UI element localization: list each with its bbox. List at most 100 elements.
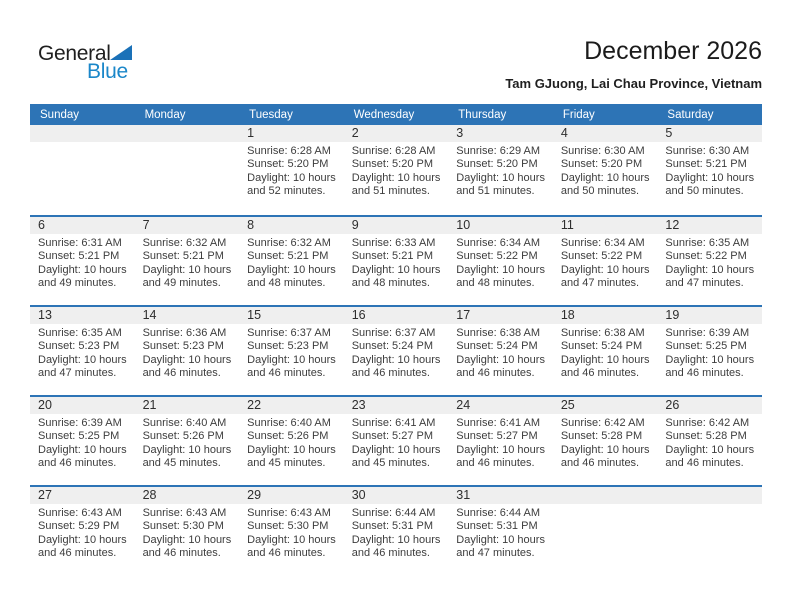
daylight-hours-text: Daylight: 10 hours [665,353,755,366]
daylight-hours-text: Daylight: 10 hours [142,353,232,366]
daylight-hours-text: Daylight: 10 hours [351,353,441,366]
day-number: 11 [560,218,574,232]
week-row: 6 7 8 9 10 11 12 Sunrise: 6:31 AM Sunset: 5:21 P… [30,215,762,305]
daylight-hours-text: Daylight: 10 hours [456,533,545,546]
weekday-header-cell: Wednesday [353,108,415,121]
sunset-text: Sunset: 5:21 PM [665,158,747,171]
daylight-minutes-text: and 46 minutes. [560,367,640,380]
day-cell: Sunrise: 6:41 AM Sunset: 5:27 PM Daylight:… [344,414,449,471]
logo-triangle-icon [110,45,132,60]
day-number [30,125,135,142]
daylight-minutes-text: and 46 minutes. [38,547,117,560]
logo-text-general: General [38,42,111,65]
day-number: 16 [351,308,366,322]
sunrise-text: Sunrise: 6:40 AM [247,417,331,429]
day-cell: Sunrise: 6:38 AM Sunset: 5:24 PM Daylight:… [553,324,658,381]
day-cell: Sunrise: 6:37 AM Sunset: 5:23 PM Daylight:… [239,324,344,381]
day-number: 15 [247,308,262,322]
sunrise-text: Sunrise: 6:43 AM [38,507,122,519]
sunrise-text: Sunrise: 6:44 AM [456,507,541,519]
daylight-minutes-text: and 46 minutes. [351,367,430,380]
day-number: 18 [560,308,575,322]
sunset-text: Sunset: 5:27 PM [351,430,434,443]
location-subtitle: Tam GJuong, Lai Chau Province, Vietnam [505,76,762,91]
day-number: 10 [456,218,471,232]
day-cell: Sunrise: 6:35 AM Sunset: 5:22 PM Daylight:… [657,234,762,291]
sunrise-text: Sunrise: 6:42 AM [560,417,645,429]
sunrise-text: Sunrise: 6:34 AM [456,237,541,249]
daylight-minutes-text: and 48 minutes. [456,277,535,290]
daylight-minutes-text: and 48 minutes. [247,277,326,290]
sunrise-text: Sunrise: 6:41 AM [456,417,541,429]
calendar-body: 1 2 3 4 5 Sunrise: 6:28 AM Sunset: 5:20 PM Dayl… [30,125,762,575]
sunset-text: Sunset: 5:22 PM [456,250,538,263]
sunset-text: Sunset: 5:28 PM [665,430,747,443]
day-cell: Sunrise: 6:43 AM Sunset: 5:30 PM Daylight:… [135,504,240,561]
day-cell: Sunrise: 6:43 AM Sunset: 5:30 PM Daylight:… [239,504,344,561]
sunset-text: Sunset: 5:21 PM [247,250,329,263]
daylight-hours-text: Daylight: 10 hours [142,533,232,546]
day-number: 4 [560,126,568,140]
sunrise-text: Sunrise: 6:35 AM [665,237,750,249]
day-cell: Sunrise: 6:42 AM Sunset: 5:28 PM Daylight:… [657,414,762,471]
daylight-minutes-text: and 45 minutes. [247,457,326,470]
day-number: 5 [665,126,673,140]
daylight-minutes-text: and 47 minutes. [665,277,744,290]
day-cell: Sunrise: 6:31 AM Sunset: 5:21 PM Daylight:… [30,234,135,291]
sunrise-text: Sunrise: 6:43 AM [142,507,227,519]
day-number [135,125,240,142]
weekday-header-cell: Thursday [458,108,507,121]
day-number: 24 [456,398,471,412]
sunset-text: Sunset: 5:25 PM [665,340,747,353]
title-block: December 2026 Tam GJuong, Lai Chau Provi… [505,38,762,92]
day-cell: Sunrise: 6:33 AM Sunset: 5:21 PM Daylight:… [344,234,449,291]
sunrise-text: Sunrise: 6:33 AM [351,237,436,249]
day-cell [553,504,658,561]
sunset-text: Sunset: 5:27 PM [456,430,538,443]
sunrise-text: Sunrise: 6:34 AM [560,237,645,249]
day-cell: Sunrise: 6:39 AM Sunset: 5:25 PM Daylight:… [657,324,762,381]
day-number: 22 [247,398,262,412]
daylight-hours-text: Daylight: 10 hours [247,533,336,546]
sunset-text: Sunset: 5:23 PM [247,340,329,353]
day-number: 31 [456,488,471,502]
daylight-hours-text: Daylight: 10 hours [665,263,755,276]
day-number: 29 [247,488,262,502]
week-row: 20 21 22 23 24 25 26 Sunrise: 6:39 AM Sunset: 5:… [30,395,762,485]
day-cell: Sunrise: 6:29 AM Sunset: 5:20 PM Daylight:… [448,142,553,199]
daylight-minutes-text: and 46 minutes. [142,547,221,560]
daylight-hours-text: Daylight: 10 hours [247,263,336,276]
daylight-minutes-text: and 52 minutes. [247,185,326,198]
sunset-text: Sunset: 5:24 PM [456,340,538,353]
week-row: 13 14 15 16 17 18 19 Sunrise: 6:35 AM Sunset: 5:… [30,305,762,395]
daylight-minutes-text: and 49 minutes. [142,277,221,290]
day-cell: Sunrise: 6:28 AM Sunset: 5:20 PM Daylight:… [344,142,449,199]
sunset-text: Sunset: 5:23 PM [142,340,224,353]
sunset-text: Sunset: 5:29 PM [38,520,120,533]
day-number: 12 [665,218,680,232]
daylight-minutes-text: and 45 minutes. [351,457,430,470]
daylight-minutes-text: and 46 minutes. [665,367,744,380]
day-number-band: 6 7 8 9 10 11 12 [30,217,762,234]
daylight-minutes-text: and 50 minutes. [560,185,640,198]
daylight-hours-text: Daylight: 10 hours [351,263,441,276]
sunset-text: Sunset: 5:28 PM [560,430,643,443]
daylight-minutes-text: and 46 minutes. [38,457,117,470]
sunrise-text: Sunrise: 6:39 AM [38,417,122,429]
day-cell: Sunrise: 6:41 AM Sunset: 5:27 PM Daylight:… [448,414,553,471]
sunset-text: Sunset: 5:26 PM [247,430,329,443]
daylight-hours-text: Daylight: 10 hours [456,443,545,456]
weekday-header-cell: Monday [144,108,186,121]
sunset-text: Sunset: 5:20 PM [456,158,538,171]
day-cell: Sunrise: 6:43 AM Sunset: 5:29 PM Daylight:… [30,504,135,561]
sunrise-text: Sunrise: 6:43 AM [247,507,331,519]
sunrise-text: Sunrise: 6:39 AM [665,327,750,339]
day-number: 25 [560,398,575,412]
day-cell: Sunrise: 6:35 AM Sunset: 5:23 PM Daylight:… [30,324,135,381]
sunset-text: Sunset: 5:22 PM [560,250,643,263]
sunrise-text: Sunrise: 6:42 AM [665,417,750,429]
day-cell: Sunrise: 6:28 AM Sunset: 5:20 PM Daylight:… [239,142,344,199]
daylight-hours-text: Daylight: 10 hours [560,353,650,366]
sunset-text: Sunset: 5:21 PM [142,250,224,263]
daylight-minutes-text: and 46 minutes. [351,547,430,560]
